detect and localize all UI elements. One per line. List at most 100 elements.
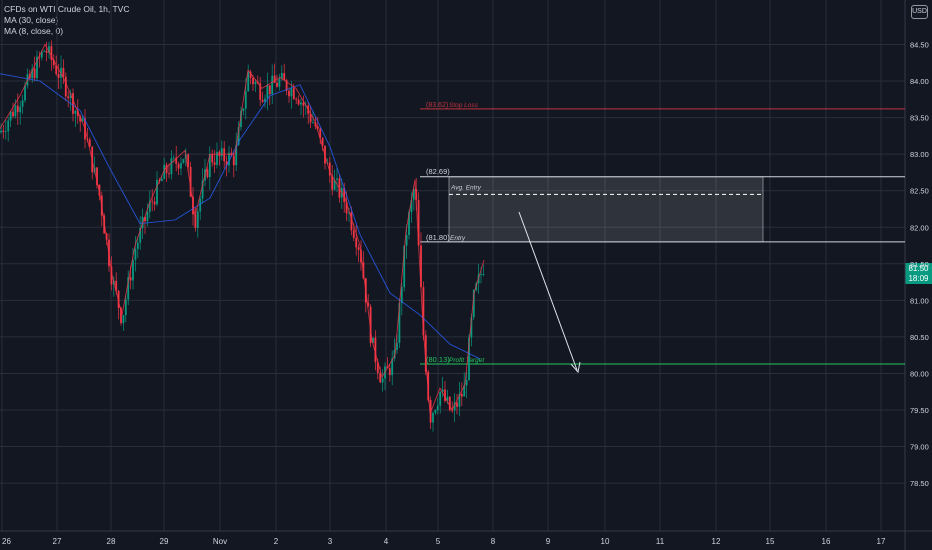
candle-body: [408, 212, 410, 235]
candle-body: [412, 188, 415, 200]
candle-body: [403, 245, 406, 288]
last-price-countdown: 18:09: [908, 274, 929, 283]
currency-button[interactable]: USD: [911, 5, 928, 19]
candle-body: [336, 178, 338, 180]
candle-body: [235, 144, 238, 166]
candle-body: [312, 122, 314, 124]
candle-body: [36, 56, 38, 79]
candle-body: [199, 198, 202, 212]
candle-body: [180, 162, 182, 169]
candle-body: [16, 105, 19, 113]
candle-body: [60, 67, 62, 78]
candle-body: [148, 200, 151, 212]
time-tick-label: 29: [160, 537, 169, 546]
candle-body: [139, 228, 142, 243]
price-tick-label: 81.00: [910, 296, 929, 305]
candle-body: [2, 130, 5, 132]
candle-body: [463, 385, 466, 397]
candle-body: [268, 85, 271, 95]
candle-body: [136, 242, 139, 249]
candle-body: [38, 56, 41, 58]
stop-loss-price-label: (83.62): [426, 102, 448, 109]
candle-body: [405, 234, 408, 246]
time-tick-label: 16: [822, 537, 831, 546]
candle-body: [388, 368, 391, 376]
candle-body: [151, 200, 154, 202]
candle-body: [280, 73, 283, 79]
candle-body: [4, 131, 7, 133]
candle-body: [261, 99, 264, 102]
candle-body: [117, 290, 120, 308]
candle-body: [0, 130, 2, 133]
candle-body: [134, 248, 137, 260]
candle-body: [201, 180, 204, 199]
candle-body: [472, 290, 475, 318]
candle-body: [285, 80, 288, 91]
candle-body: [355, 237, 358, 248]
candle-body: [120, 307, 122, 324]
candle-body: [290, 88, 293, 97]
legend-ma8[interactable]: MA (8, close, 0): [4, 26, 64, 36]
time-tick-label: 2: [274, 537, 279, 546]
candle-body: [482, 274, 485, 275]
price-tick-label: 84.50: [910, 41, 929, 50]
candle-body: [240, 111, 242, 128]
candle-body: [21, 100, 24, 107]
candle-body: [465, 380, 468, 386]
direction-arrow-head: [570, 361, 581, 374]
time-tick-label: 3: [328, 537, 333, 546]
candle-body: [110, 266, 113, 285]
ma30-line: [0, 73, 481, 360]
price-tick-label: 80.00: [910, 369, 929, 378]
candle-body: [228, 152, 230, 166]
candle-body: [31, 68, 34, 79]
candle-body: [182, 159, 185, 163]
candle-body: [72, 93, 74, 114]
candle-body: [187, 154, 190, 168]
candle-body: [144, 216, 146, 222]
candle-body: [62, 67, 65, 77]
candle-body: [74, 110, 77, 114]
candle-body: [417, 200, 420, 246]
candle-body: [381, 378, 384, 383]
candle-body: [314, 122, 317, 127]
candle-body: [441, 389, 444, 392]
candle-body: [216, 151, 218, 165]
candle-body: [146, 211, 149, 222]
candle-body: [254, 81, 257, 85]
candle-body: [432, 412, 434, 423]
candle-body: [309, 113, 312, 123]
candle-body: [453, 402, 456, 411]
candle-body: [352, 230, 355, 238]
candle-body: [237, 127, 240, 145]
avg-entry-label: Avg. Entry: [450, 184, 482, 191]
time-tick-label: 4: [384, 537, 389, 546]
legend-ma30[interactable]: MA (30, close): [4, 15, 59, 25]
candle-body: [446, 396, 449, 401]
direction-arrow: [518, 211, 578, 371]
candle-body: [48, 46, 50, 53]
candle-body: [168, 173, 170, 175]
candle-body: [436, 405, 439, 411]
candle-body: [170, 158, 173, 175]
candle-body: [40, 51, 43, 58]
candle-body: [24, 85, 26, 101]
entry-zone[interactable]: [448, 176, 764, 243]
zone-top-price-label: (82.69): [426, 167, 450, 176]
legend-title[interactable]: CFDs on WTI Crude Oil, 1h, TVC: [4, 4, 130, 14]
candle-body: [264, 98, 266, 102]
candle-body: [76, 110, 79, 117]
time-tick-label: 8: [491, 537, 496, 546]
price-tick-label: 83.00: [910, 150, 929, 159]
candle-body: [271, 75, 274, 95]
price-tick-label: 83.50: [910, 114, 929, 123]
price-tick-label: 81.50: [910, 260, 929, 269]
candle-body: [458, 393, 461, 407]
candle-body: [88, 139, 91, 147]
candle-body: [460, 393, 463, 397]
candle-body: [398, 303, 401, 343]
candle-body: [115, 280, 118, 291]
candle-body: [172, 157, 175, 159]
candle-body: [333, 179, 336, 190]
